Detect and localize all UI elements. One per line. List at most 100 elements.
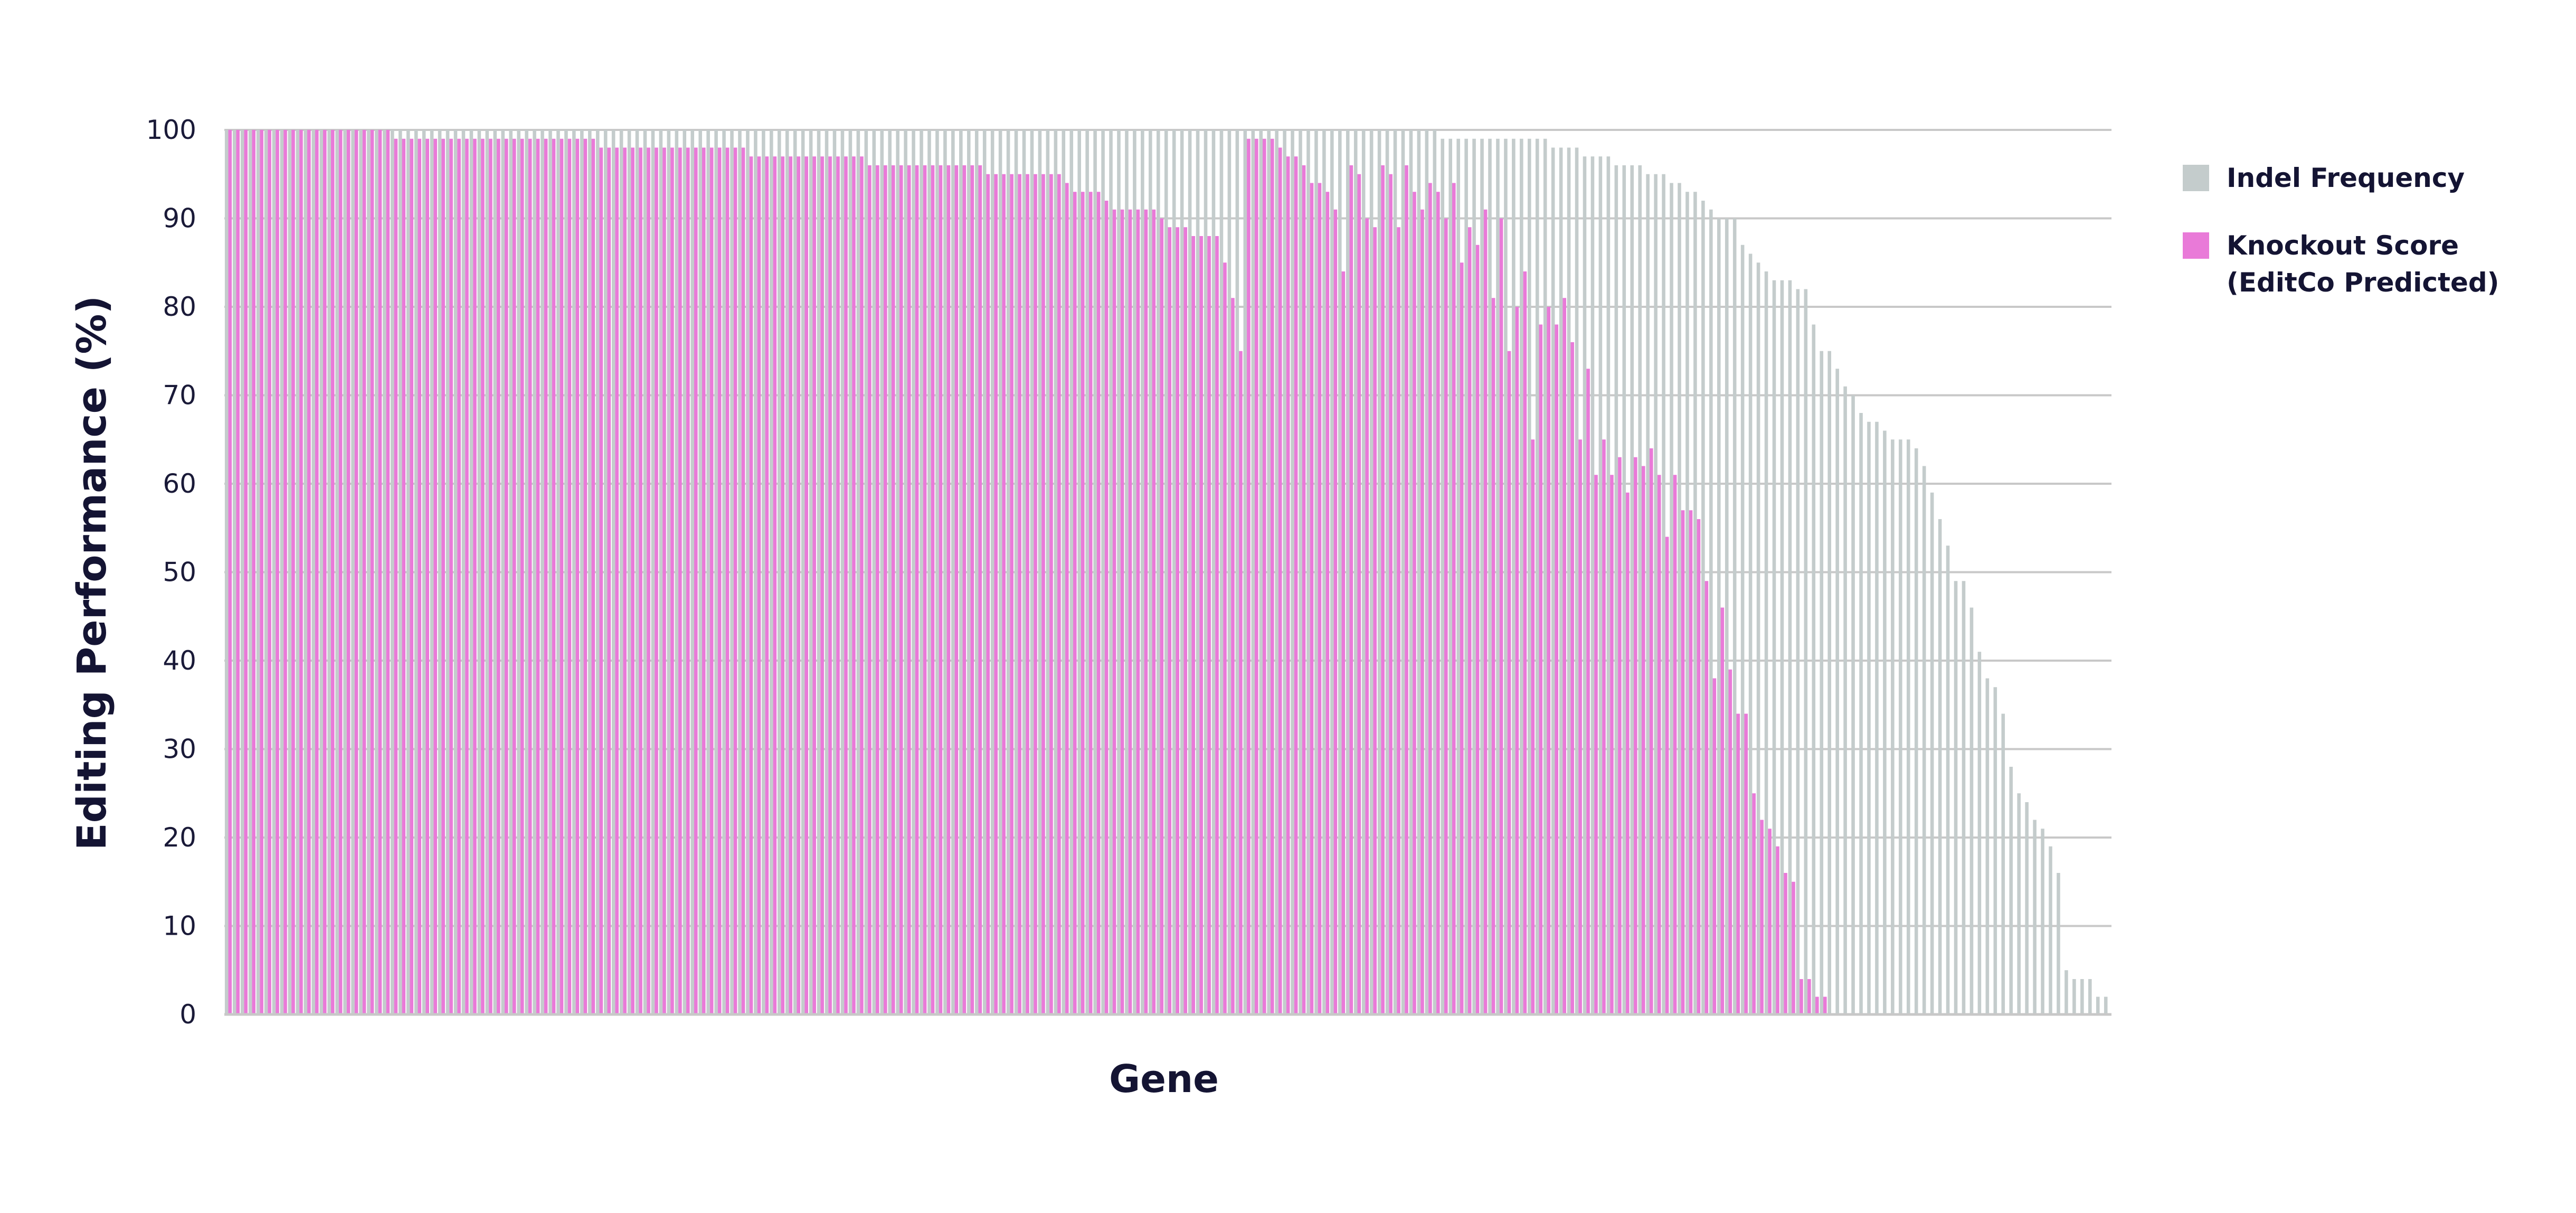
- indel-frequency-bar: [864, 130, 868, 1014]
- indel-frequency-bar: [1835, 369, 1839, 1014]
- indel-frequency-bar: [1117, 130, 1121, 1014]
- indel-frequency-bar: [1938, 519, 1942, 1014]
- knockout-score-bar: [631, 147, 634, 1014]
- indel-frequency-bar: [1527, 138, 1531, 1014]
- knockout-score-bar: [1215, 236, 1219, 1014]
- knockout-score-bar: [884, 165, 887, 1014]
- knockout-score-bar: [481, 138, 485, 1014]
- knockout-score-bar: [1357, 174, 1361, 1014]
- indel-frequency-bar: [556, 130, 560, 1014]
- indel-frequency-bar: [1614, 165, 1618, 1014]
- knockout-score-bar: [765, 156, 769, 1014]
- indel-frequency-bar: [461, 130, 466, 1014]
- knockout-score-bar: [939, 165, 943, 1014]
- indel-frequency-bar: [1393, 130, 1397, 1014]
- indel-frequency-bar: [1977, 652, 1982, 1014]
- knockout-score-bar: [1428, 183, 1432, 1014]
- indel-frequency-bar: [619, 130, 623, 1014]
- knockout-score-bar: [1467, 227, 1472, 1014]
- indel-frequency-bar: [825, 130, 829, 1014]
- y-tick-label-50: 50: [163, 557, 196, 588]
- indel-frequency-bar: [840, 130, 845, 1014]
- indel-frequency-bar: [1101, 130, 1105, 1014]
- knockout-score-bar: [1792, 881, 1795, 1014]
- knockout-score-bar: [781, 156, 785, 1014]
- knockout-score-bar: [291, 130, 295, 1014]
- knockout-score-bar: [362, 130, 366, 1014]
- knockout-score-bar: [1657, 475, 1661, 1014]
- indel-frequency-bar: [959, 130, 963, 1014]
- indel-frequency-bar: [1883, 430, 1887, 1014]
- indel-frequency-bar: [240, 130, 244, 1014]
- knockout-score-bar: [1618, 457, 1622, 1014]
- indel-frequency-bar: [706, 130, 710, 1014]
- indel-frequency-bar: [675, 130, 679, 1014]
- knockout-score-bar: [725, 147, 730, 1014]
- indel-frequency-bar: [801, 130, 805, 1014]
- indel-frequency-bar: [564, 130, 568, 1014]
- indel-frequency-bar: [1622, 165, 1626, 1014]
- indel-frequency-bar: [548, 130, 552, 1014]
- indel-frequency-bar: [1030, 130, 1034, 1014]
- knockout-score-bar: [1452, 183, 1456, 1014]
- indel-frequency-bar: [1693, 192, 1697, 1014]
- indel-frequency-bar: [904, 130, 907, 1014]
- indel-frequency-bar: [1369, 130, 1374, 1014]
- knockout-score-bar: [323, 130, 327, 1014]
- y-axis-title: Editing Performance (%): [68, 296, 115, 850]
- knockout-score-bar: [899, 165, 903, 1014]
- indel-frequency-bar: [1899, 439, 1902, 1014]
- indel-frequency-bar: [1046, 130, 1050, 1014]
- knockout-score-bar: [662, 147, 666, 1014]
- indel-frequency-bar: [1559, 147, 1563, 1014]
- knockout-score-bar: [354, 130, 358, 1014]
- indel-frequency-bar: [580, 130, 584, 1014]
- indel-frequency-bar: [603, 130, 608, 1014]
- knockout-score-bar: [1555, 324, 1559, 1014]
- indel-frequency-bar: [335, 130, 339, 1014]
- knockout-score-bar: [497, 138, 500, 1014]
- indel-frequency-bar: [1227, 130, 1232, 1014]
- knockout-score-bar: [465, 138, 469, 1014]
- indel-frequency-bar: [982, 130, 987, 1014]
- indel-frequency-bar: [1433, 130, 1437, 1014]
- indel-frequency-bar: [1361, 130, 1366, 1014]
- indel-frequency-bar: [738, 130, 742, 1014]
- knockout-score-bar: [583, 138, 588, 1014]
- indel-frequency-bar: [1520, 138, 1523, 1014]
- knockout-score-bar: [1444, 218, 1448, 1014]
- knockout-score-bar: [804, 156, 809, 1014]
- indel-frequency-bar: [1788, 280, 1792, 1014]
- indel-frequency-bar: [730, 130, 734, 1014]
- knockout-score-bar: [1002, 174, 1006, 1014]
- indel-frequency-bar: [493, 130, 497, 1014]
- indel-frequency-bar: [722, 130, 726, 1014]
- knockout-score-bar: [1436, 192, 1440, 1014]
- indel-frequency-bar: [927, 130, 931, 1014]
- indel-frequency-bar: [2009, 767, 2013, 1014]
- indel-frequency-bar: [872, 130, 876, 1014]
- indel-frequency-bar: [453, 130, 458, 1014]
- knockout-score-bar: [1120, 209, 1124, 1014]
- knockout-score-bar: [307, 130, 311, 1014]
- knockout-score-bar: [1594, 475, 1598, 1014]
- knockout-score-bar: [489, 138, 493, 1014]
- indel-frequency-bar: [1654, 174, 1658, 1014]
- indel-frequency-bar: [477, 130, 481, 1014]
- indel-frequency-bar: [1204, 130, 1208, 1014]
- indel-frequency-bar: [1670, 183, 1673, 1014]
- indel-frequency-bar: [232, 130, 236, 1014]
- indel-frequency-bar: [1551, 147, 1555, 1014]
- x-axis-title: Gene: [1109, 1057, 1219, 1101]
- indel-frequency-bar: [1812, 324, 1816, 1014]
- knockout-score-bar: [623, 147, 627, 1014]
- indel-frequency-bar: [770, 130, 773, 1014]
- indel-frequency-bar: [1804, 289, 1808, 1014]
- knockout-score-bar: [473, 138, 477, 1014]
- indel-frequency-bar: [1662, 174, 1665, 1014]
- indel-frequency-bar: [967, 130, 971, 1014]
- indel-frequency-bar: [595, 130, 600, 1014]
- indel-frequency-bar: [1417, 130, 1421, 1014]
- indel-frequency-bar: [1338, 130, 1342, 1014]
- knockout-score-bar: [702, 147, 706, 1014]
